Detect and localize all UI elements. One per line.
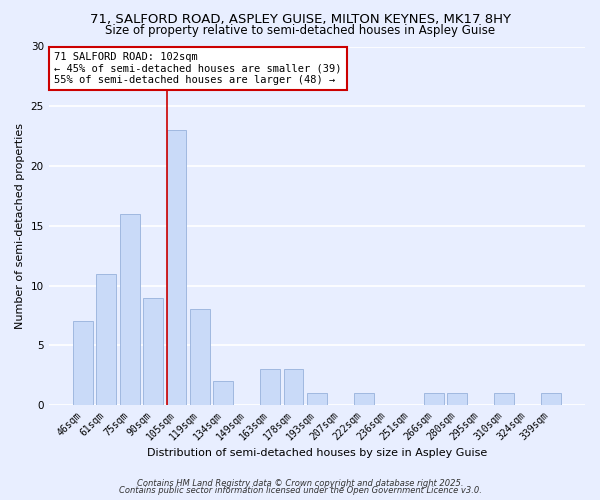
Bar xyxy=(284,369,304,405)
Bar xyxy=(190,310,210,405)
Bar xyxy=(97,274,116,405)
Bar xyxy=(214,381,233,405)
Bar xyxy=(424,393,443,405)
Bar xyxy=(167,130,187,405)
Text: Contains HM Land Registry data © Crown copyright and database right 2025.: Contains HM Land Registry data © Crown c… xyxy=(137,478,463,488)
X-axis label: Distribution of semi-detached houses by size in Aspley Guise: Distribution of semi-detached houses by … xyxy=(147,448,487,458)
Text: 71 SALFORD ROAD: 102sqm
← 45% of semi-detached houses are smaller (39)
55% of se: 71 SALFORD ROAD: 102sqm ← 45% of semi-de… xyxy=(54,52,341,85)
Y-axis label: Number of semi-detached properties: Number of semi-detached properties xyxy=(15,123,25,329)
Bar xyxy=(143,298,163,405)
Text: Size of property relative to semi-detached houses in Aspley Guise: Size of property relative to semi-detach… xyxy=(105,24,495,37)
Bar xyxy=(307,393,327,405)
Bar xyxy=(120,214,140,405)
Bar xyxy=(260,369,280,405)
Text: 71, SALFORD ROAD, ASPLEY GUISE, MILTON KEYNES, MK17 8HY: 71, SALFORD ROAD, ASPLEY GUISE, MILTON K… xyxy=(89,12,511,26)
Bar xyxy=(73,322,93,405)
Bar xyxy=(541,393,560,405)
Text: Contains public sector information licensed under the Open Government Licence v3: Contains public sector information licen… xyxy=(119,486,481,495)
Bar xyxy=(447,393,467,405)
Bar xyxy=(494,393,514,405)
Bar xyxy=(353,393,374,405)
